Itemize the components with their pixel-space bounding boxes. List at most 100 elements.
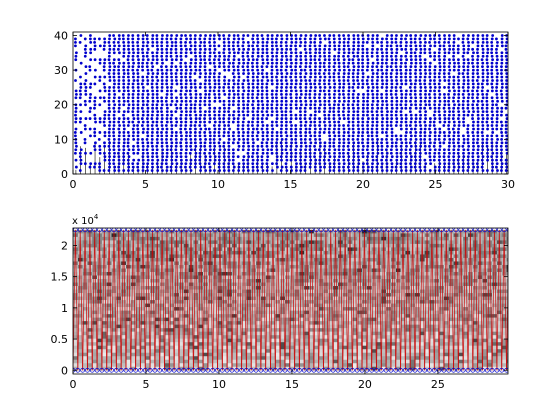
top-data-point (266, 165, 269, 169)
top-data-point (208, 110, 211, 114)
top-data-point (485, 58, 489, 62)
bottom-heatmap-cell (135, 261, 141, 266)
top-data-point (232, 96, 236, 100)
top-data-point (261, 47, 265, 51)
top-data-point (156, 110, 160, 114)
top-data-point (462, 75, 466, 79)
top-data-point (342, 61, 346, 65)
bottom-heatmap-cell (154, 279, 161, 283)
top-data-point (169, 37, 173, 41)
bottom-heatmap-cell (106, 296, 112, 301)
top-data-point (500, 54, 504, 58)
bottom-heatmap-cell (178, 275, 185, 280)
bottom-heatmap-cell (130, 275, 136, 280)
top-data-point (404, 68, 408, 72)
top-data-point (405, 34, 408, 37)
top-data-point (169, 169, 173, 172)
top-data-point (89, 40, 93, 44)
top-data-point (156, 113, 159, 117)
top-data-point (318, 54, 322, 58)
bottom-heatmap-cell (203, 331, 209, 336)
top-data-point (327, 72, 331, 75)
top-data-point (342, 117, 346, 120)
top-data-point (361, 51, 365, 55)
top-data-point (275, 103, 279, 107)
top-data-point (121, 34, 125, 37)
top-data-point (113, 92, 117, 96)
top-data-point (452, 96, 455, 100)
bottom-heatmap-cell (231, 268, 238, 273)
top-data-point (442, 151, 446, 155)
bottom-heatmap-cell (92, 317, 98, 322)
top-data-point (217, 134, 221, 138)
top-data-point (127, 96, 130, 100)
top-data-point (179, 61, 183, 65)
top-data-point (462, 79, 466, 82)
top-data-point (151, 79, 154, 82)
top-data-point (146, 58, 150, 62)
top-data-point (476, 144, 480, 148)
top-data-point (107, 137, 111, 141)
bottom-heatmap-cell (174, 293, 180, 297)
top-data-point (327, 79, 331, 82)
bottom-heatmap-cell (183, 279, 189, 283)
top-data-point (199, 144, 203, 148)
top-data-point (204, 34, 207, 37)
top-data-point (328, 144, 332, 148)
top-data-point (352, 89, 356, 93)
top-data-point (471, 37, 475, 41)
top-data-point (203, 54, 207, 58)
top-data-point (160, 65, 163, 69)
top-data-point (232, 89, 235, 93)
bottom-heatmap-cell (236, 271, 242, 276)
top-data-point (313, 92, 317, 96)
top-data-point (389, 72, 393, 75)
top-data-point (217, 158, 221, 162)
bottom-heatmap-cell (97, 366, 103, 371)
top-data-point (88, 165, 92, 169)
top-data-point (155, 106, 159, 110)
top-data-point (212, 72, 216, 75)
top-data-point (490, 144, 494, 148)
top-data-point (160, 79, 164, 82)
top-data-point (126, 131, 130, 134)
top-data-point (198, 75, 202, 79)
bottom-heatmap-cell (236, 307, 242, 311)
top-data-point (318, 137, 322, 141)
bottom-heatmap-cell (125, 293, 132, 297)
top-data-point (390, 117, 394, 120)
bottom-heatmap-cell (116, 359, 122, 364)
top-data-point (74, 58, 78, 62)
top-data-point (495, 68, 499, 72)
top-data-point (356, 34, 360, 37)
top-data-point (309, 99, 313, 103)
top-data-point (323, 155, 327, 159)
top-data-point (332, 113, 336, 117)
top-data-point (217, 162, 221, 166)
top-data-point (318, 65, 322, 69)
top-data-point (242, 117, 246, 120)
top-data-point (198, 158, 202, 162)
top-data-point (365, 40, 369, 44)
top-data-point (433, 99, 437, 103)
bottom-heatmap-cell (212, 275, 218, 280)
bottom-heatmap-cell (203, 271, 209, 276)
bottom-heatmap-cell (183, 338, 189, 343)
top-data-point (117, 106, 121, 110)
bottom-heatmap-cell (164, 279, 170, 283)
top-data-point (198, 86, 202, 89)
top-data-point (447, 148, 451, 152)
top-data-point (136, 44, 140, 48)
top-data-point (485, 144, 489, 148)
top-data-point (380, 124, 384, 127)
top-data-point (251, 37, 255, 41)
top-data-point (471, 131, 475, 134)
top-data-point (361, 86, 365, 89)
top-data-point (395, 151, 399, 155)
top-data-point (194, 151, 198, 155)
top-data-point (98, 117, 102, 120)
bottom-heatmap-cell (236, 282, 242, 287)
top-data-point (265, 144, 269, 148)
bottom-heatmap-cell (125, 264, 132, 269)
top-data-point (423, 137, 427, 141)
